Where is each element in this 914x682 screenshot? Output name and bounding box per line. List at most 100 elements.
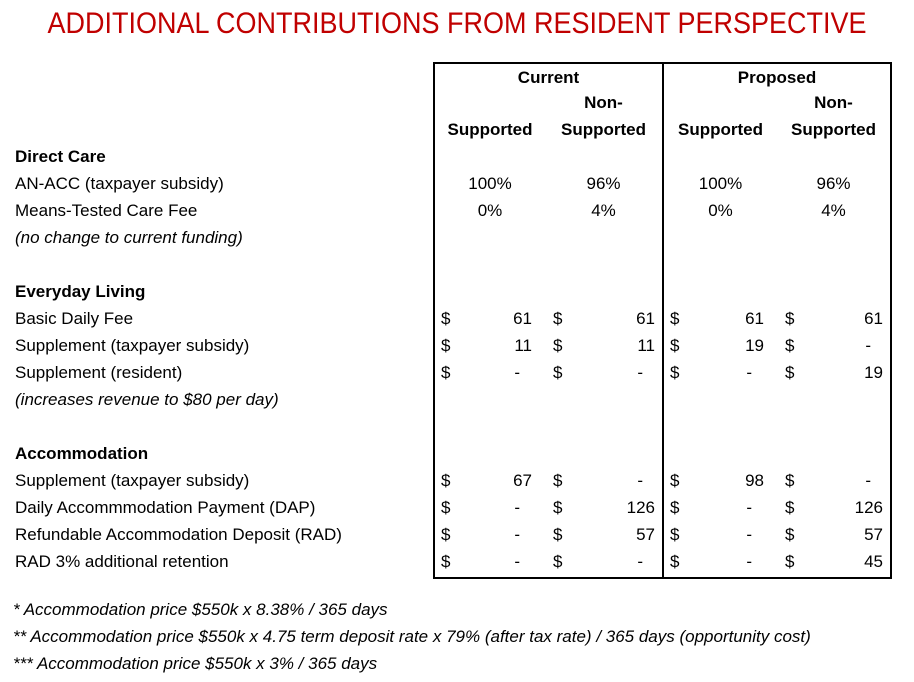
table-cell: $61 [545, 305, 662, 332]
table-cell: $ - [664, 548, 777, 575]
cell-value: 98 [745, 471, 764, 490]
currency-symbol: $ [441, 498, 451, 517]
currency-symbol: $ [785, 336, 795, 355]
cell-value: 126 [854, 498, 883, 517]
cell-value: - [746, 525, 752, 544]
currency-symbol: $ [553, 525, 563, 544]
currency-symbol: $ [785, 552, 795, 571]
table-cell: $98 [664, 467, 777, 494]
table-cell: 4% [821, 201, 846, 220]
table-row-rad-retention: $ - $ - $ - $45 [435, 548, 890, 575]
cell-value: - [865, 471, 871, 490]
cell-value: - [514, 525, 520, 544]
table-cell: 96% [586, 174, 621, 193]
column-header-supported: Supported [561, 120, 646, 139]
footnote-2: ** Accommodation price $550k x 4.75 term… [13, 627, 811, 646]
cell-value: - [746, 498, 752, 517]
table-cell: 0% [477, 201, 503, 220]
currency-symbol: $ [785, 363, 795, 382]
table-cell: $ - [545, 359, 662, 386]
table-cell: 0% [708, 201, 733, 220]
row-label-acc-supplement-tax: Supplement (taxpayer subsidy) [15, 471, 250, 490]
table-cell: $61 [435, 305, 545, 332]
row-label-dap: Daily Accommmodation Payment (DAP) [15, 498, 316, 517]
table-row-el-supplement-res: $ - $ - $ - $19 [435, 359, 890, 386]
currency-symbol: $ [553, 336, 563, 355]
table-row-acc-supplement-tax: $67 $ - $98 $ - [435, 467, 890, 494]
table-cell: $ - [664, 494, 777, 521]
table-row-rad: $ - $57 $ - $57 [435, 521, 890, 548]
currency-symbol: $ [670, 363, 680, 382]
table-cell: $11 [545, 332, 662, 359]
currency-symbol: $ [553, 471, 563, 490]
row-label-everyday-living: Everyday Living [15, 282, 146, 301]
cell-value: 19 [745, 336, 764, 355]
row-label-means-tested: Means-Tested Care Fee [15, 201, 198, 220]
table-cell: $ - [777, 467, 890, 494]
cell-value: - [865, 336, 871, 355]
table-cell: $45 [777, 548, 890, 575]
currency-symbol: $ [441, 552, 451, 571]
currency-symbol: $ [670, 471, 680, 490]
cell-value: 61 [864, 309, 883, 328]
cell-value: 45 [864, 552, 883, 571]
currency-symbol: $ [553, 363, 563, 382]
table-cell: $ - [435, 548, 545, 575]
cell-value: 19 [864, 363, 883, 382]
table-cell: $ - [435, 494, 545, 521]
cell-value: 126 [626, 498, 655, 517]
cell-value: - [637, 471, 643, 490]
column-group-header-proposed: Proposed [737, 68, 817, 87]
table-cell: $ - [777, 332, 890, 359]
table-cell: $67 [435, 467, 545, 494]
column-header-non-line: Non- [814, 93, 853, 112]
column-header-non-line: Non- [584, 93, 623, 112]
table-cell: $ - [435, 359, 545, 386]
table-row-an-acc: 100% 96% 100% 96% [435, 170, 890, 197]
table-row-el-supplement-tax: $11 $11 $19 $ - [435, 332, 890, 359]
page-title: ADDITIONAL CONTRIBUTIONS FROM RESIDENT P… [47, 7, 867, 40]
table-cell: $ - [664, 521, 777, 548]
table-cell: $61 [664, 305, 777, 332]
currency-symbol: $ [441, 471, 451, 490]
table-cell: $ - [545, 467, 662, 494]
cell-value: 61 [745, 309, 764, 328]
table-cell: $ - [664, 359, 777, 386]
column-header-supported: Supported [678, 120, 763, 139]
table-cell: $11 [435, 332, 545, 359]
currency-symbol: $ [785, 309, 795, 328]
cell-value: 61 [636, 309, 655, 328]
currency-symbol: $ [785, 471, 795, 490]
cell-value: 61 [513, 309, 532, 328]
cell-value: - [514, 363, 520, 382]
cell-value: 67 [513, 471, 532, 490]
table-cell: $61 [777, 305, 890, 332]
cell-value: - [746, 363, 752, 382]
cell-value: 11 [637, 336, 655, 355]
table-section-divider [662, 64, 664, 577]
comparison-table: Current Proposed Non- Non- Supported Sup… [433, 62, 892, 579]
currency-symbol: $ [785, 525, 795, 544]
row-label-rad: Refundable Accommodation Deposit (RAD) [15, 525, 342, 544]
cell-value: - [746, 552, 752, 571]
cell-value: - [637, 552, 643, 571]
currency-symbol: $ [441, 525, 451, 544]
row-note-no-change: (no change to current funding) [15, 228, 243, 247]
table-cell: $57 [777, 521, 890, 548]
table-cell: $126 [777, 494, 890, 521]
currency-symbol: $ [553, 309, 563, 328]
row-label-an-acc: AN-ACC (taxpayer subsidy) [15, 174, 224, 193]
table-row-basic-daily-fee: $61 $61 $61 $61 [435, 305, 890, 332]
currency-symbol: $ [553, 552, 563, 571]
cell-value: 57 [864, 525, 883, 544]
cell-value: - [514, 498, 520, 517]
table-cell: $126 [545, 494, 662, 521]
table-cell: $57 [545, 521, 662, 548]
table-cell: 4% [591, 201, 616, 220]
table-row-means-tested: 0% 4% 0% 4% [435, 197, 890, 224]
currency-symbol: $ [670, 309, 680, 328]
column-header-supported: Supported [447, 120, 533, 139]
row-label-direct-care: Direct Care [15, 147, 106, 166]
row-label-accommodation: Accommodation [15, 444, 149, 463]
